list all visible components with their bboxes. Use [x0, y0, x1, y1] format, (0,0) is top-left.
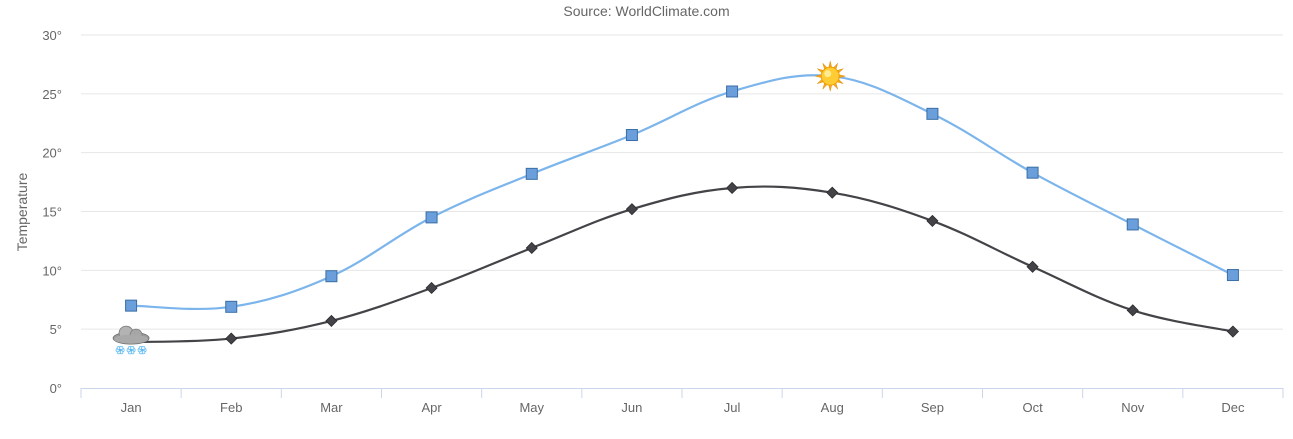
- grid-lines: [81, 34, 1283, 330]
- y-tick-label: 10°: [42, 263, 62, 278]
- series-2: [112, 181, 1239, 355]
- snow-cloud-icon: [112, 325, 150, 355]
- y-tick-label: 30°: [42, 28, 62, 43]
- sun-icon: [815, 61, 846, 92]
- y-tick-label: 0°: [50, 381, 62, 396]
- data-point[interactable]: [1226, 269, 1239, 282]
- data-point[interactable]: [425, 211, 438, 224]
- data-point[interactable]: [926, 107, 939, 120]
- x-tick-label: Dec: [1221, 400, 1245, 415]
- data-point[interactable]: [425, 281, 438, 295]
- y-tick-label: 20°: [42, 146, 62, 161]
- data-point[interactable]: [826, 186, 839, 199]
- data-point[interactable]: [325, 314, 338, 327]
- x-tick-label: Jan: [121, 400, 142, 415]
- x-axis: Jan Feb Mar Apr May Jun Jul Aug Sep Oct Nov Dec: [80, 388, 1284, 415]
- data-point[interactable]: [525, 167, 538, 180]
- x-tick-label: Sep: [921, 400, 944, 415]
- series-line: [131, 74, 1234, 311]
- data-point[interactable]: [1126, 218, 1139, 231]
- x-tick-label: Feb: [220, 400, 242, 415]
- y-axis-title: Temperature: [14, 172, 30, 251]
- data-point[interactable]: [726, 85, 739, 98]
- data-point[interactable]: [1126, 304, 1139, 317]
- x-tick-label: Oct: [1022, 400, 1043, 415]
- series-layer: [112, 61, 1239, 355]
- data-point[interactable]: [1026, 166, 1039, 179]
- y-tick-label: 25°: [42, 87, 62, 102]
- data-point[interactable]: [926, 214, 939, 227]
- data-point[interactable]: [625, 203, 638, 216]
- x-tick-label: Jul: [724, 400, 741, 415]
- y-tick-label: 15°: [42, 205, 62, 220]
- data-point[interactable]: [325, 270, 338, 283]
- chart-subtitle: Source: WorldClimate.com: [563, 3, 730, 19]
- data-point[interactable]: [525, 241, 538, 255]
- data-point[interactable]: [1026, 260, 1039, 273]
- x-tick-label: Aug: [821, 400, 844, 415]
- x-tick-label: May: [519, 400, 544, 415]
- data-point[interactable]: [125, 299, 138, 312]
- data-point[interactable]: [625, 129, 638, 142]
- data-point[interactable]: [225, 332, 238, 345]
- x-tick-label: Mar: [320, 400, 343, 415]
- data-point[interactable]: [1226, 325, 1239, 338]
- series-line: [131, 185, 1234, 344]
- data-point[interactable]: [225, 300, 238, 313]
- x-tick-label: Jun: [621, 400, 642, 415]
- y-tick-label: 5°: [50, 322, 62, 337]
- y-axis: 0° 5° 10° 15° 20° 25° 30°: [42, 28, 62, 396]
- data-point[interactable]: [726, 181, 739, 195]
- x-tick-label: Nov: [1121, 400, 1145, 415]
- series-1: [125, 61, 1239, 313]
- x-tick-label: Apr: [421, 400, 442, 415]
